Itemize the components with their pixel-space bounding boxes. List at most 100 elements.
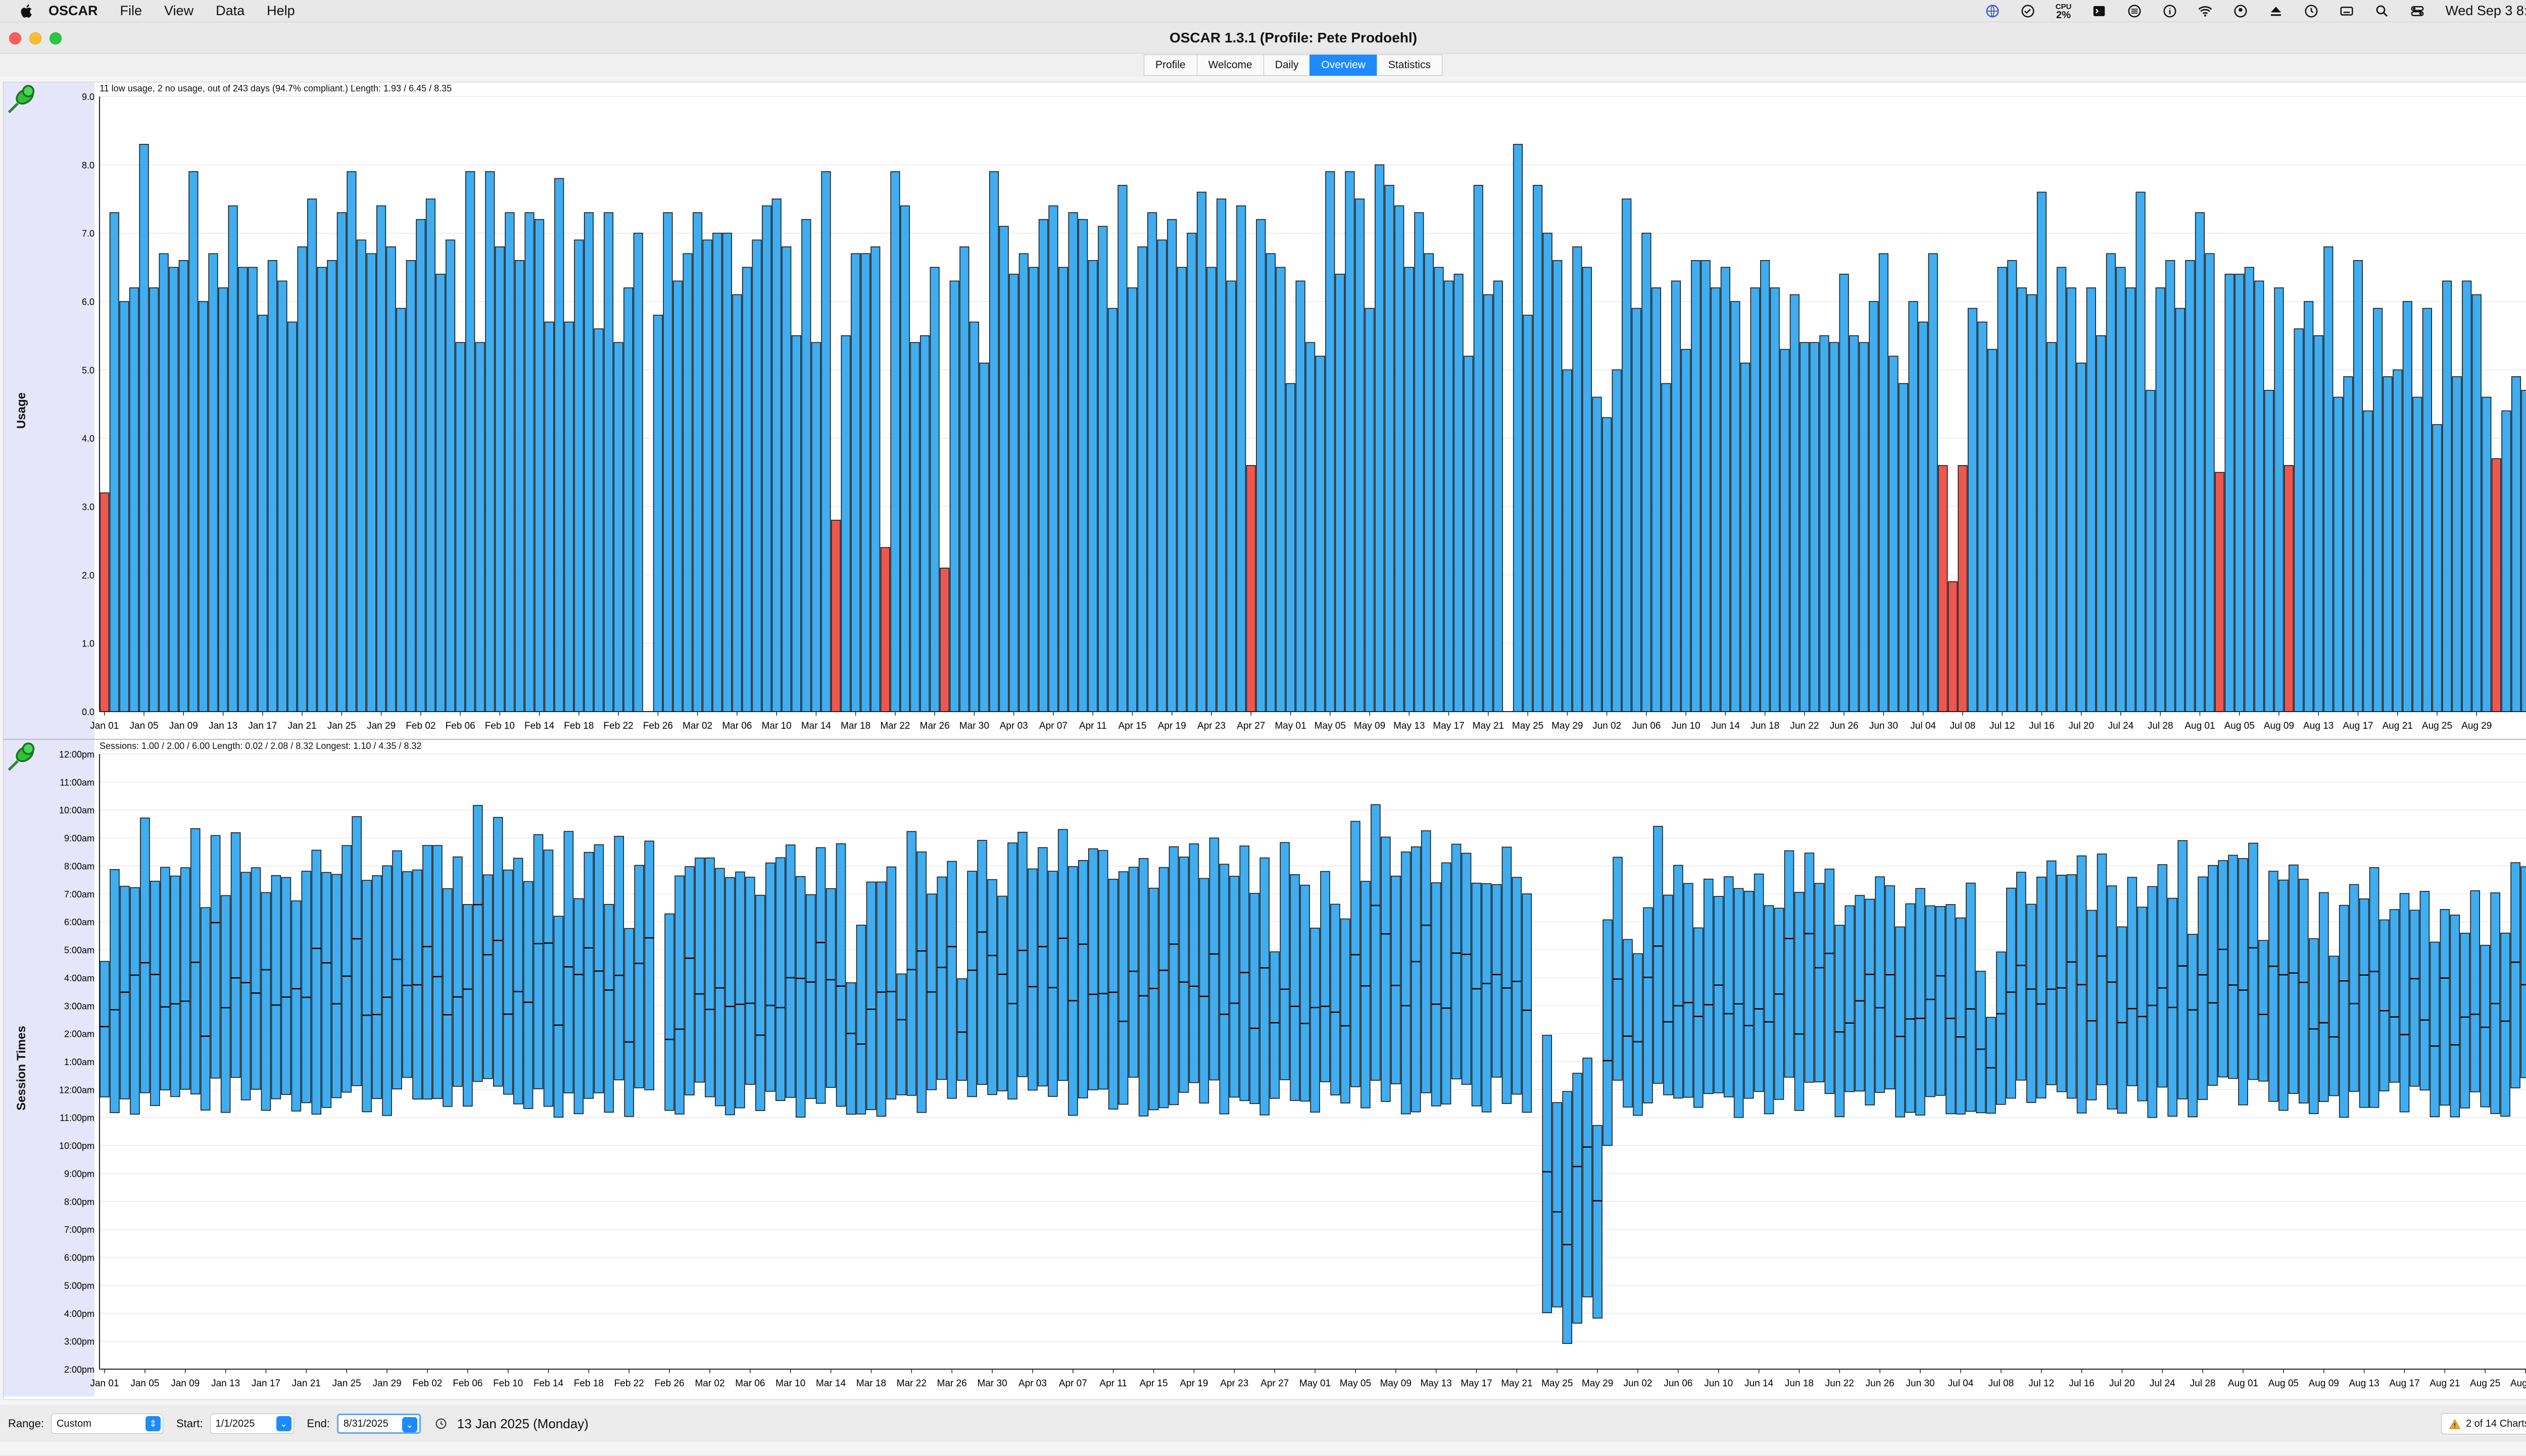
menu-help[interactable]: Help: [267, 3, 295, 18]
graph-divider[interactable]: [4, 739, 2526, 740]
usage-bar: [1196, 191, 1207, 712]
usage-bar: [1029, 267, 1039, 712]
end-date-field[interactable]: 8/31/2025 ⌄: [336, 1414, 421, 1434]
pin-icon[interactable]: [4, 740, 39, 775]
tab-daily[interactable]: Daily: [1263, 55, 1310, 76]
pin-icon[interactable]: [4, 82, 39, 118]
usage-bar: [159, 253, 169, 712]
maximize-window-button[interactable]: [50, 32, 62, 44]
title-bar[interactable]: OSCAR 1.3.1 (Profile: Pete Prodoehl): [0, 22, 2526, 54]
usage-bar: [949, 280, 959, 712]
session-y-tick-label: 5:00am: [64, 945, 94, 956]
chevron-down-icon[interactable]: ⌄: [276, 1416, 292, 1431]
warning-icon: [2449, 1419, 2460, 1429]
session-x-tick-label: Apr 23: [1220, 1378, 1248, 1389]
usage-x-tick-label: Feb 14: [524, 721, 555, 731]
keyboard-icon[interactable]: [2339, 4, 2354, 19]
tab-statistics[interactable]: Statistics: [1376, 55, 1442, 76]
usage-bar: [574, 239, 584, 712]
usage-bar: [2521, 390, 2526, 712]
session-bar: [1249, 893, 1260, 1104]
session-bar: [482, 874, 493, 1079]
usage-bar: [1958, 465, 1968, 712]
session-bar: [1633, 953, 1643, 1116]
session-x-tick-label: Aug 25: [2470, 1378, 2500, 1389]
menu-file[interactable]: File: [120, 3, 142, 18]
session-bar: [1976, 971, 1986, 1114]
info-circle-icon[interactable]: [2162, 4, 2177, 19]
chevron-updown-icon: ⇕: [145, 1416, 161, 1431]
menu-view[interactable]: View: [164, 3, 194, 18]
session-bar: [705, 858, 715, 1097]
session-bar: [1572, 1073, 1582, 1324]
session-x-tick-label: Jan 09: [171, 1378, 200, 1389]
usage-x-tick-label: May 21: [1473, 721, 1504, 731]
session-bar: [1007, 842, 1017, 1099]
session-x-tick-label: Jul 24: [2150, 1378, 2175, 1389]
control-center-icon[interactable]: [2410, 4, 2425, 19]
chevron-down-icon[interactable]: ⌄: [402, 1417, 417, 1432]
usage-bar: [1651, 287, 1661, 712]
usage-bar: [416, 219, 426, 712]
session-y-tick-label: 11:00am: [60, 777, 94, 787]
usage-bar: [1068, 212, 1078, 712]
menu-data[interactable]: Data: [216, 3, 245, 18]
session-bar: [1169, 846, 1179, 1106]
usage-y-tick-label: 7.0: [82, 229, 94, 239]
session-bar: [1956, 917, 1966, 1115]
usage-bar: [1602, 417, 1612, 712]
time-machine-icon[interactable]: [2304, 4, 2319, 19]
wifi-icon[interactable]: [2198, 4, 2213, 19]
menu-clock[interactable]: Wed Sep 3 8:15 AM: [2445, 3, 2526, 18]
session-bar: [2289, 864, 2299, 1094]
usage-bar: [495, 246, 505, 712]
usage-bar: [1750, 287, 1760, 712]
usage-bar: [2007, 260, 2017, 712]
session-bar: [1733, 888, 1744, 1118]
usage-bar: [1701, 260, 1711, 712]
grid-circle-icon[interactable]: [2127, 4, 2142, 19]
usage-bar: [445, 239, 456, 712]
session-bar: [301, 871, 312, 1103]
usage-x-tick-label: Jun 02: [1592, 721, 1621, 731]
check-circle-icon[interactable]: [2020, 4, 2035, 19]
range-select[interactable]: Custom ⇕: [51, 1414, 163, 1434]
tab-welcome[interactable]: Welcome: [1196, 55, 1264, 76]
spotlight-search-icon[interactable]: [2374, 4, 2390, 19]
globe-status-icon[interactable]: [1985, 4, 2000, 19]
start-date-field[interactable]: 1/1/2025 ⌄: [210, 1414, 294, 1434]
session-bar: [805, 894, 816, 1099]
session-bar: [1562, 1091, 1572, 1344]
session-bar: [1330, 903, 1340, 1095]
session-x-tick-label: Jan 21: [292, 1378, 321, 1389]
eject-icon[interactable]: [2268, 4, 2284, 19]
tab-profile[interactable]: Profile: [1144, 55, 1197, 76]
terminal-icon[interactable]: [2092, 4, 2107, 19]
usage-bar: [1493, 280, 1503, 712]
session-times-graph[interactable]: Session Times Sessions: 1.00 / 2.00 / 6.…: [4, 740, 2526, 1396]
session-bar: [987, 879, 997, 1095]
cpu-meter[interactable]: CPU 2%: [2055, 2, 2072, 21]
session-bar: [2026, 903, 2036, 1103]
session-x-tick-label: May 05: [1340, 1378, 1371, 1389]
minimize-window-button[interactable]: [29, 32, 41, 44]
session-bar: [1461, 852, 1472, 1085]
close-window-button[interactable]: [9, 32, 21, 44]
usage-bar: [702, 239, 712, 712]
usage-bar: [989, 171, 999, 712]
session-bar: [261, 892, 271, 1111]
usage-bar: [475, 342, 485, 712]
usage-graph[interactable]: Usage 11 low usage, 2 no usage, out of 2…: [4, 82, 2526, 739]
apple-icon[interactable]: [18, 3, 35, 20]
session-y-tick-label: 8:00pm: [64, 1197, 94, 1207]
charts-selector[interactable]: 2 of 14 Charts ⇕: [2441, 1413, 2526, 1434]
tab-overview[interactable]: Overview: [1309, 55, 1377, 76]
menu-app-name[interactable]: OSCAR: [48, 3, 98, 18]
usage-bar: [1088, 260, 1098, 712]
reset-range-icon[interactable]: [434, 1417, 448, 1431]
session-bar: [1310, 927, 1320, 1113]
user-circle-icon[interactable]: [2233, 4, 2248, 19]
session-bar: [533, 834, 544, 1089]
session-bar: [352, 816, 362, 1086]
session-x-tick-label: Apr 15: [1140, 1378, 1168, 1389]
